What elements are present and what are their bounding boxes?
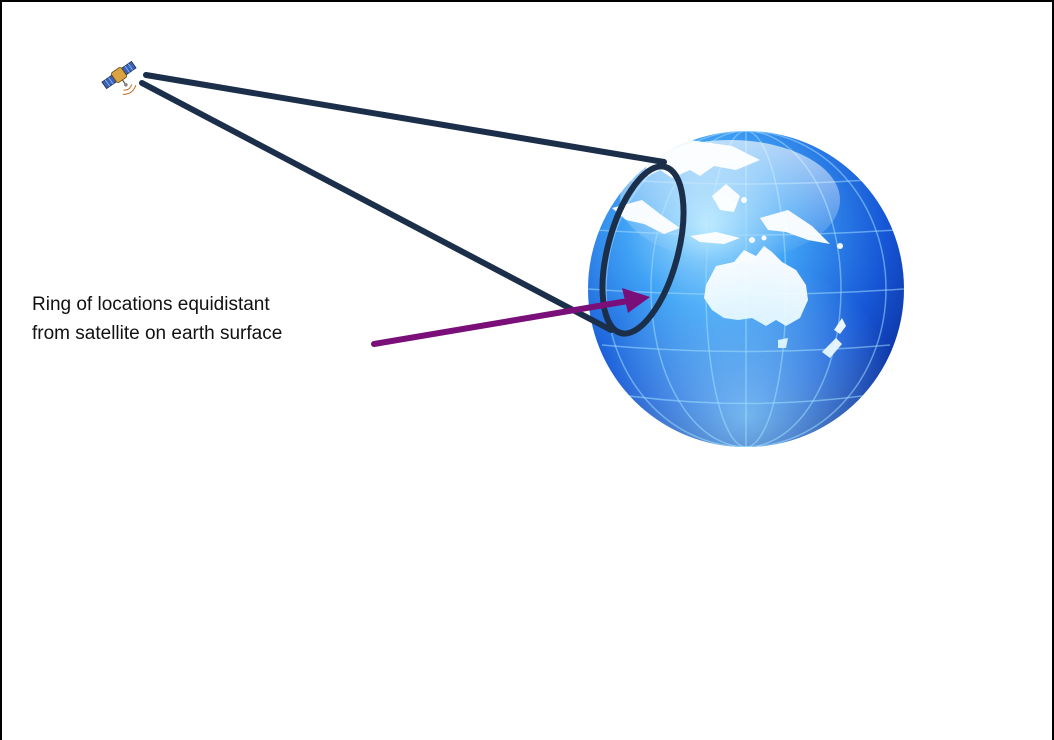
earth-globe-icon [588, 131, 904, 447]
sight-lines [139, 72, 667, 333]
satellite-icon [101, 60, 137, 95]
annotation-label: Ring of locations equidistant from satel… [32, 290, 392, 348]
equidistant-ring [599, 163, 687, 337]
lower-sight-line [139, 80, 614, 333]
annotation-line-2: from satellite on earth surface [32, 323, 283, 344]
pointer-arrow [371, 288, 650, 347]
upper-sight-line [143, 72, 667, 165]
annotation-line-1: Ring of locations equidistant [32, 294, 270, 315]
